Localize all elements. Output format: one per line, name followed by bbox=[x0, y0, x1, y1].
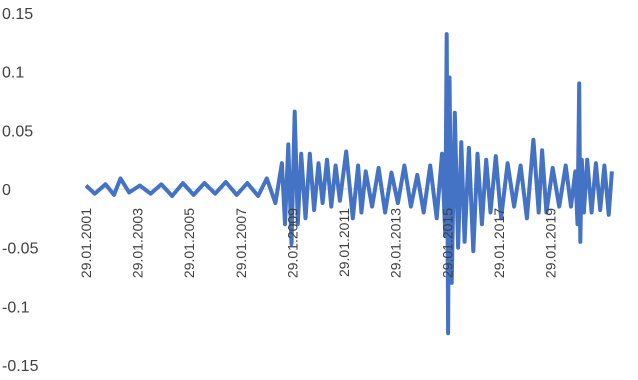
y-tick-label: 0.15 bbox=[2, 6, 33, 23]
y-tick-label: 0.05 bbox=[2, 123, 33, 140]
x-tick-label: 29.01.2013 bbox=[388, 208, 404, 278]
x-tick-label: 29.01.2017 bbox=[491, 208, 507, 278]
series-line bbox=[84, 32, 614, 336]
x-tick-label: 29.01.2005 bbox=[181, 208, 197, 278]
y-tick-label: -0.15 bbox=[2, 358, 39, 375]
y-axis-ticks: 0.15 0.1 0.05 0 -0.05 -0.1 -0.15 bbox=[2, 6, 39, 375]
x-tick-label: 29.01.2011 bbox=[336, 208, 352, 277]
y-tick-label: -0.05 bbox=[2, 241, 39, 258]
x-tick-label: 29.01.2009 bbox=[285, 208, 301, 278]
x-tick-label: 29.01.2019 bbox=[543, 208, 559, 278]
y-tick-label: 0.1 bbox=[2, 65, 24, 82]
x-tick-label: 29.01.2001 bbox=[78, 208, 94, 278]
x-axis-ticks: 29.01.2001 29.01.2003 29.01.2005 29.01.2007… bbox=[78, 208, 559, 278]
x-tick-label: 29.01.2015 bbox=[439, 208, 455, 278]
y-tick-label: 0 bbox=[2, 182, 11, 199]
y-tick-label: -0.1 bbox=[2, 299, 30, 316]
x-tick-label: 29.01.2007 bbox=[233, 208, 249, 278]
x-tick-label: 29.01.2003 bbox=[130, 208, 146, 278]
